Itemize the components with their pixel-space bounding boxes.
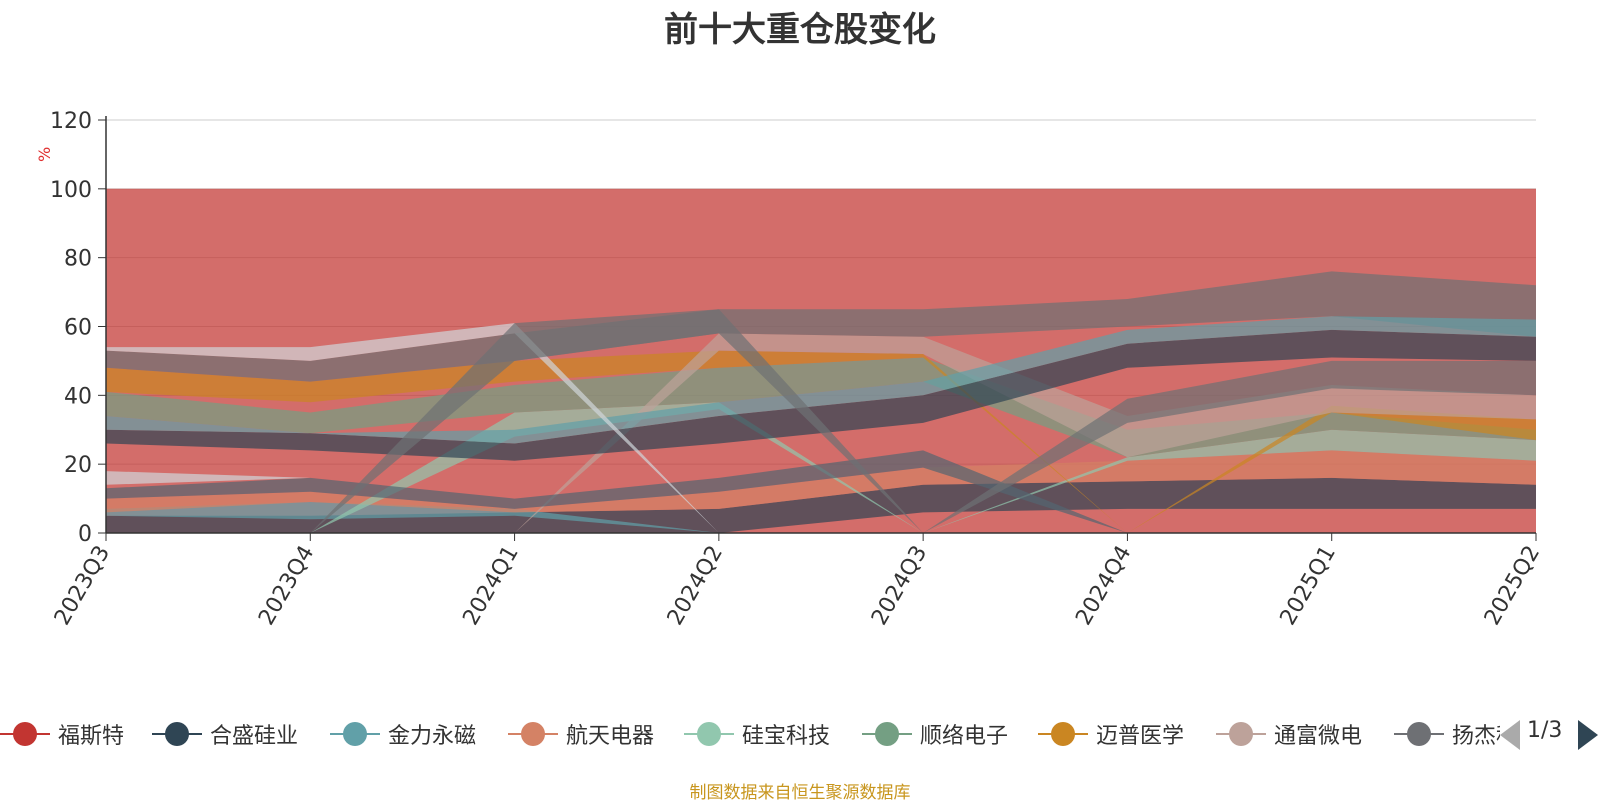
legend-item[interactable]: 合盛硅业	[152, 716, 298, 752]
series-area-2	[106, 477, 1536, 533]
legend-item[interactable]: 金力永磁	[330, 716, 476, 752]
x-tick-label: 2024Q2	[663, 542, 728, 630]
legend-marker-icon	[684, 716, 734, 752]
legend-item[interactable]: 航天电器	[508, 716, 654, 752]
x-tick-label: 2023Q4	[254, 542, 319, 630]
band-area-4	[923, 360, 1536, 533]
legend-item[interactable]: 扬杰科技	[1394, 716, 1500, 752]
chart-title: 前十大重仓股变化	[664, 10, 936, 50]
legend-label: 扬杰科技	[1452, 724, 1500, 749]
legend: 福斯特 合盛硅业 金力永磁 航天电器 硅宝科技 顺络电子 迈普医学 通富微电 扬杰科技	[0, 716, 1500, 760]
legend-marker-icon	[330, 716, 380, 752]
legend-marker-icon	[508, 716, 558, 752]
legend-marker-icon	[152, 716, 202, 752]
legend-label: 通富微电	[1274, 724, 1363, 749]
y-tick-label: 100	[50, 178, 92, 203]
legend-item[interactable]: 福斯特	[0, 716, 124, 752]
data-source-note: 制图数据来自恒生聚源数据库	[689, 783, 911, 803]
x-tick-label: 2024Q4	[1071, 542, 1136, 630]
legend-label: 福斯特	[58, 724, 125, 749]
legend-marker-icon	[0, 716, 50, 752]
band-area-2	[106, 316, 1536, 444]
legend-label: 顺络电子	[920, 724, 1009, 749]
legend-item[interactable]: 通富微电	[1216, 716, 1362, 752]
series-areas	[106, 188, 1536, 534]
band-area-5	[106, 471, 311, 485]
legend-label: 迈普医学	[1096, 724, 1185, 749]
legend-page-indicator: 1/3	[1527, 718, 1563, 743]
band-area-7	[310, 309, 924, 533]
series-area-3	[106, 502, 719, 533]
y-axis-label: %	[35, 147, 54, 162]
legend-marker-icon	[1216, 716, 1266, 752]
prev-page-icon[interactable]	[1500, 720, 1520, 750]
legend-marker-icon	[1038, 716, 1088, 752]
y-tick-label: 20	[64, 453, 92, 478]
y-tick-label: 120	[50, 109, 92, 134]
axes	[98, 116, 1537, 541]
band-area-3	[106, 450, 1128, 533]
x-tick-label: 2025Q1	[1276, 542, 1341, 630]
legend-pager: 1/3	[1500, 716, 1600, 756]
series-area-4	[106, 450, 1536, 513]
legend-item[interactable]: 硅宝科技	[684, 716, 830, 752]
next-page-icon[interactable]	[1578, 720, 1598, 750]
legend-item[interactable]: 迈普医学	[1038, 716, 1184, 752]
band-area-1	[106, 329, 1536, 461]
x-tick-label: 2024Q1	[458, 542, 523, 630]
legend-marker-icon	[1394, 716, 1444, 752]
legend-label: 金力永磁	[388, 724, 477, 749]
series-area-9	[106, 271, 1536, 382]
y-tick-label: 60	[64, 316, 92, 341]
legend-marker-icon	[862, 716, 912, 752]
y-tick-label: 0	[78, 522, 92, 547]
x-tick-label: 2023Q3	[50, 542, 115, 630]
x-tick-label: 2024Q3	[867, 542, 932, 630]
legend-label: 硅宝科技	[742, 724, 831, 749]
legend-label: 航天电器	[566, 724, 655, 749]
y-tick-label: 80	[64, 247, 92, 272]
legend-item[interactable]: 顺络电子	[862, 716, 1008, 752]
x-tick-label: 2025Q2	[1480, 542, 1545, 630]
legend-label: 合盛硅业	[210, 724, 299, 749]
y-tick-label: 40	[64, 384, 92, 409]
